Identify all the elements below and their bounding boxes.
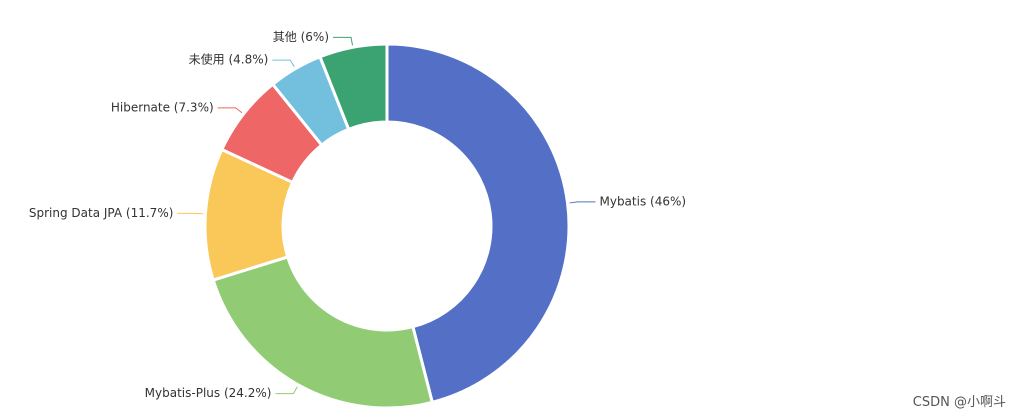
slice-slice-5[interactable] — [318, 42, 389, 131]
labels-group: Mybatis (46%) Mybatis-Plus (24.2%) Spring … — [29, 30, 686, 400]
watermark: CSDN @小啊斗 — [912, 395, 1006, 410]
slice-label-mybatis-plus: Mybatis-Plus (24.2%) — [145, 386, 272, 400]
slice-label-spring-data-jpa: Spring Data JPA (11.7%) — [29, 206, 174, 220]
leader-line-hibernate — [217, 107, 243, 114]
slice-mybatis-plus[interactable] — [211, 255, 434, 410]
leader-line-slice-4 — [272, 59, 295, 68]
leader-lines-group — [177, 36, 596, 395]
slice-mybatis[interactable] — [385, 42, 571, 404]
slices-group — [203, 42, 571, 410]
slice-label-slice-4: 未使用 (4.8%) — [189, 52, 269, 67]
slice-label-hibernate: Hibernate (7.3%) — [111, 100, 214, 114]
leader-line-mybatis-plus — [275, 386, 298, 395]
slice-label-slice-5: 其他 (6%) — [273, 30, 329, 44]
leader-line-slice-5 — [333, 36, 354, 46]
leader-line-spring-data-jpa — [177, 212, 204, 215]
slice-label-mybatis: Mybatis (46%) — [599, 194, 686, 208]
leader-line-mybatis — [569, 201, 596, 204]
